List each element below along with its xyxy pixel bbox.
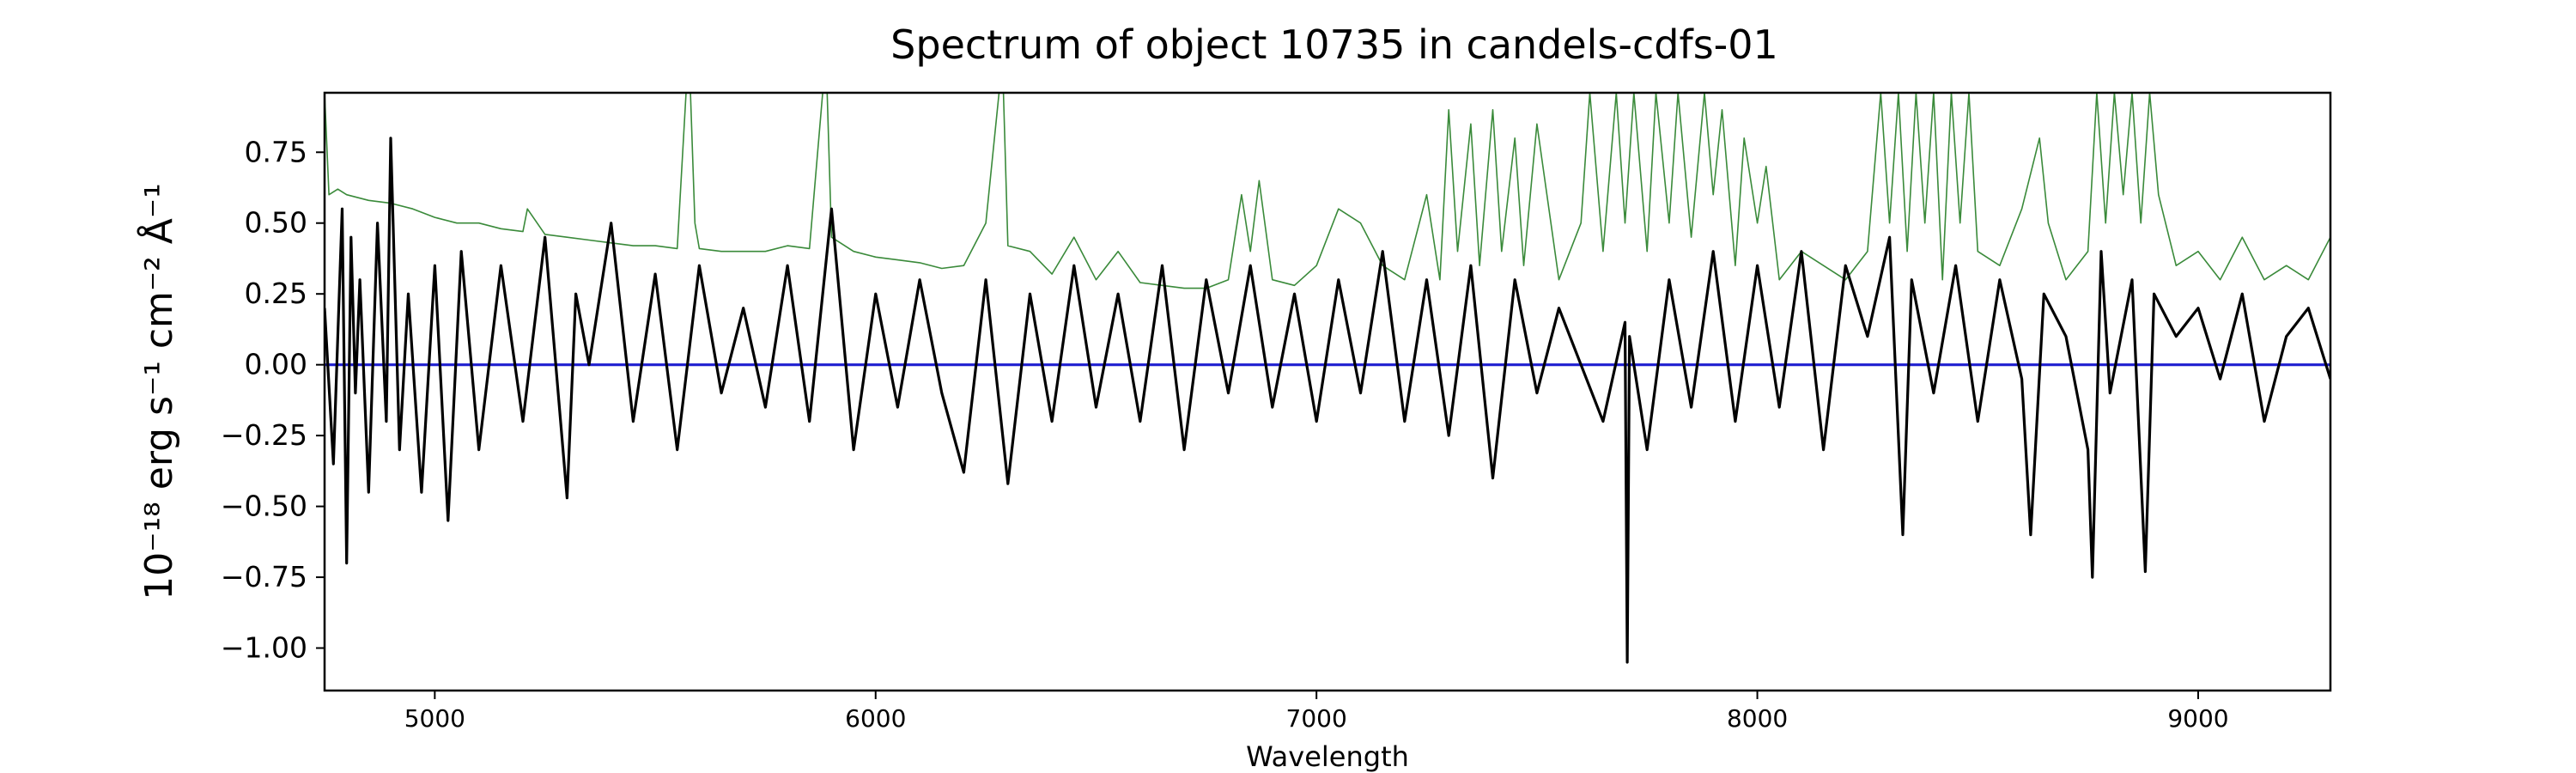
- y-axis-ticks: 0.75 0.50 0.25 0.00 −0.25 −0.50 −0.75 −1.00: [221, 135, 325, 665]
- x-axis-ticks: 5000 6000 7000 8000 9000: [404, 691, 2229, 733]
- y-tick-label: −1.00: [221, 631, 307, 665]
- x-tick-label: 6000: [845, 704, 906, 733]
- chart-title: Spectrum of object 10735 in candels-cdfs…: [890, 21, 1778, 68]
- y-axis-label: 10⁻¹⁸ erg s⁻¹ cm⁻² Å⁻¹: [136, 183, 181, 600]
- series-line-0: [325, 137, 2330, 664]
- y-tick-label: −0.25: [221, 418, 307, 452]
- plot-frame: [323, 91, 2332, 692]
- y-tick-label: 0.75: [245, 135, 307, 168]
- series-layer: [325, 93, 2330, 664]
- y-tick-label: 0.50: [245, 206, 307, 240]
- y-tick-label: −0.75: [221, 560, 307, 593]
- y-tick-label: −0.50: [221, 490, 307, 523]
- y-tick-label: 0.25: [245, 277, 307, 310]
- x-axis-label: Wavelength: [1246, 740, 1409, 773]
- x-tick-label: 8000: [1727, 704, 1788, 733]
- x-tick-label: 5000: [404, 704, 465, 733]
- y-tick-label: 0.00: [245, 348, 307, 381]
- series-line-1: [325, 93, 2330, 289]
- x-tick-label: 9000: [2167, 704, 2228, 733]
- x-tick-label: 7000: [1286, 704, 1347, 733]
